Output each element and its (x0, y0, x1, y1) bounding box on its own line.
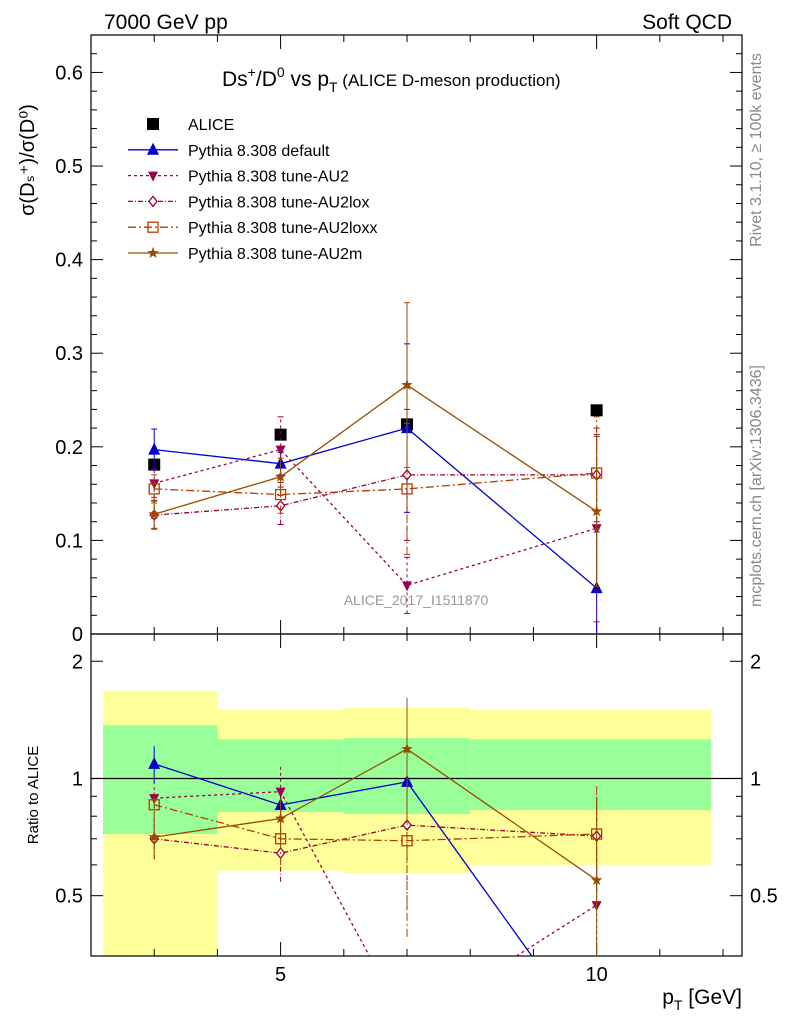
top-series-line-2 (154, 448, 597, 587)
header-left: 7000 GeV pp (104, 11, 228, 34)
ratio-ytick-label-0: 0.5 (55, 886, 83, 908)
top-series-line-4 (154, 472, 597, 496)
title-sup1: + (248, 64, 256, 80)
ratio-point (275, 787, 286, 798)
top-series-5 (148, 302, 603, 587)
ratio-ytick-label-1: 1 (72, 768, 83, 790)
top-point (274, 470, 287, 482)
top-point (148, 483, 160, 495)
top-point (275, 445, 286, 456)
legend: ALICE Pythia 8.308 default Pythia 8.308 tu… (128, 117, 377, 263)
top-point (401, 483, 413, 495)
ratio-series-line-0 (154, 763, 533, 956)
top-ytick-label-0: 0 (72, 624, 83, 646)
ratio-bands (103, 690, 712, 956)
title-mid: /D (256, 68, 277, 91)
ratio-point (401, 743, 413, 754)
top-point (590, 505, 603, 517)
legend-entry-1: Pythia 8.308 default (128, 142, 330, 160)
title-sub: T (329, 79, 338, 95)
ratio-point (590, 874, 603, 885)
legend-label: ALICE (188, 117, 234, 134)
legend-marker (148, 171, 158, 182)
legend-entry-3: Pythia 8.308 tune-AU2lox (128, 194, 369, 211)
ratio-series-group (148, 697, 603, 956)
legend-entry-0: ALICE (147, 117, 234, 134)
xlabel-main: p (662, 986, 674, 1009)
ratio-point (401, 835, 413, 847)
uncertainty-band-inner (103, 725, 218, 835)
top-series-group (148, 302, 603, 634)
ratio-xtick-label-1: 10 (586, 964, 608, 986)
top-point (148, 508, 160, 520)
top-point (148, 442, 161, 455)
top-point (590, 404, 603, 417)
top-ylabel: σ(Dₛ⁺)/σ(D⁰) (17, 104, 39, 216)
ratio-series-line-1 (154, 790, 597, 956)
ratio-series-line-4 (154, 748, 598, 881)
legend-label: Pythia 8.308 tune-AU2loxx (188, 220, 377, 237)
top-ytick-label-6: 0.6 (55, 62, 83, 84)
ratio-point (148, 756, 161, 769)
uncertainty-band-inner (470, 739, 712, 810)
ratio-point (148, 831, 160, 842)
main-plot: 0 0.1 0.2 0.3 0.4 0.5 0.6 (55, 34, 743, 646)
legend-label: Pythia 8.308 tune-AU2 (188, 169, 349, 186)
ratio-ylabel: Ratio to ALICE (25, 746, 42, 844)
rivet-label: Rivet 3.1.10, ≥ 100k events (748, 53, 765, 247)
legend-entry-4: Pythia 8.308 tune-AU2loxx (128, 220, 377, 237)
top-ytick-label-5: 0.5 (55, 156, 83, 178)
legend-marker (147, 221, 159, 233)
title-note: (ALICE D-meson production) (338, 71, 561, 90)
top-series-line-1 (154, 427, 598, 589)
top-ytick-label-2: 0.2 (55, 437, 83, 459)
ratio-plot-frame (90, 633, 743, 957)
legend-marker (148, 195, 158, 208)
ratio-plot: 0.5 0.5 1 1 2 2 5 10 (55, 633, 778, 986)
top-series-0 (148, 404, 603, 471)
ratio-series-line-3 (154, 804, 597, 842)
xlabel-unit: [GeV] (682, 986, 742, 1009)
top-point (401, 379, 413, 390)
x-axis-label: pT [GeV] (662, 986, 742, 1013)
top-point (590, 581, 603, 594)
top-ytick-label-3: 0.3 (55, 343, 83, 365)
legend-label: Pythia 8.308 tune-AU2m (188, 246, 362, 263)
legend-marker (147, 247, 159, 258)
top-ytick-label-4: 0.4 (55, 250, 83, 272)
top-series-line-5 (154, 384, 597, 515)
top-series-line-3 (154, 474, 597, 516)
ratio-ytick-label-right-0: 0.5 (750, 886, 778, 908)
chart-title: Ds+/D0 vs pT (ALICE D-meson production) (222, 64, 561, 95)
legend-marker (147, 118, 159, 130)
title-main: Ds (222, 68, 248, 91)
title-vs: vs p (285, 68, 329, 91)
legend-entry-5: Pythia 8.308 tune-AU2m (128, 246, 362, 263)
ratio-point (148, 799, 160, 811)
ratio-point (402, 819, 412, 832)
legend-label: Pythia 8.308 default (188, 143, 330, 160)
header-right: Soft QCD (642, 11, 732, 34)
ratio-ytick-label-right-2: 2 (750, 651, 761, 673)
ratio-xtick-label-0: 5 (275, 964, 286, 986)
legend-marker (147, 142, 159, 155)
legend-label: Pythia 8.308 tune-AU2lox (188, 194, 369, 211)
top-series-3 (149, 408, 602, 541)
legend-entry-2: Pythia 8.308 tune-AU2 (128, 169, 349, 186)
ratio-ytick-label-2: 2 (72, 651, 83, 673)
ratio-series-4 (148, 697, 603, 956)
top-ytick-label-1: 0.1 (55, 530, 83, 552)
title-sup2: 0 (277, 64, 285, 80)
xlabel-sub: T (674, 997, 683, 1013)
top-point (402, 468, 412, 481)
mcplots-label: mcplots.cern.ch [arXiv:1306.3436] (748, 365, 765, 607)
top-point (274, 428, 287, 441)
top-point (402, 581, 413, 592)
ratio-point (274, 812, 287, 824)
ratio-ytick-label-right-1: 1 (750, 768, 761, 790)
analysis-watermark: ALICE_2017_I1511870 (344, 592, 489, 608)
